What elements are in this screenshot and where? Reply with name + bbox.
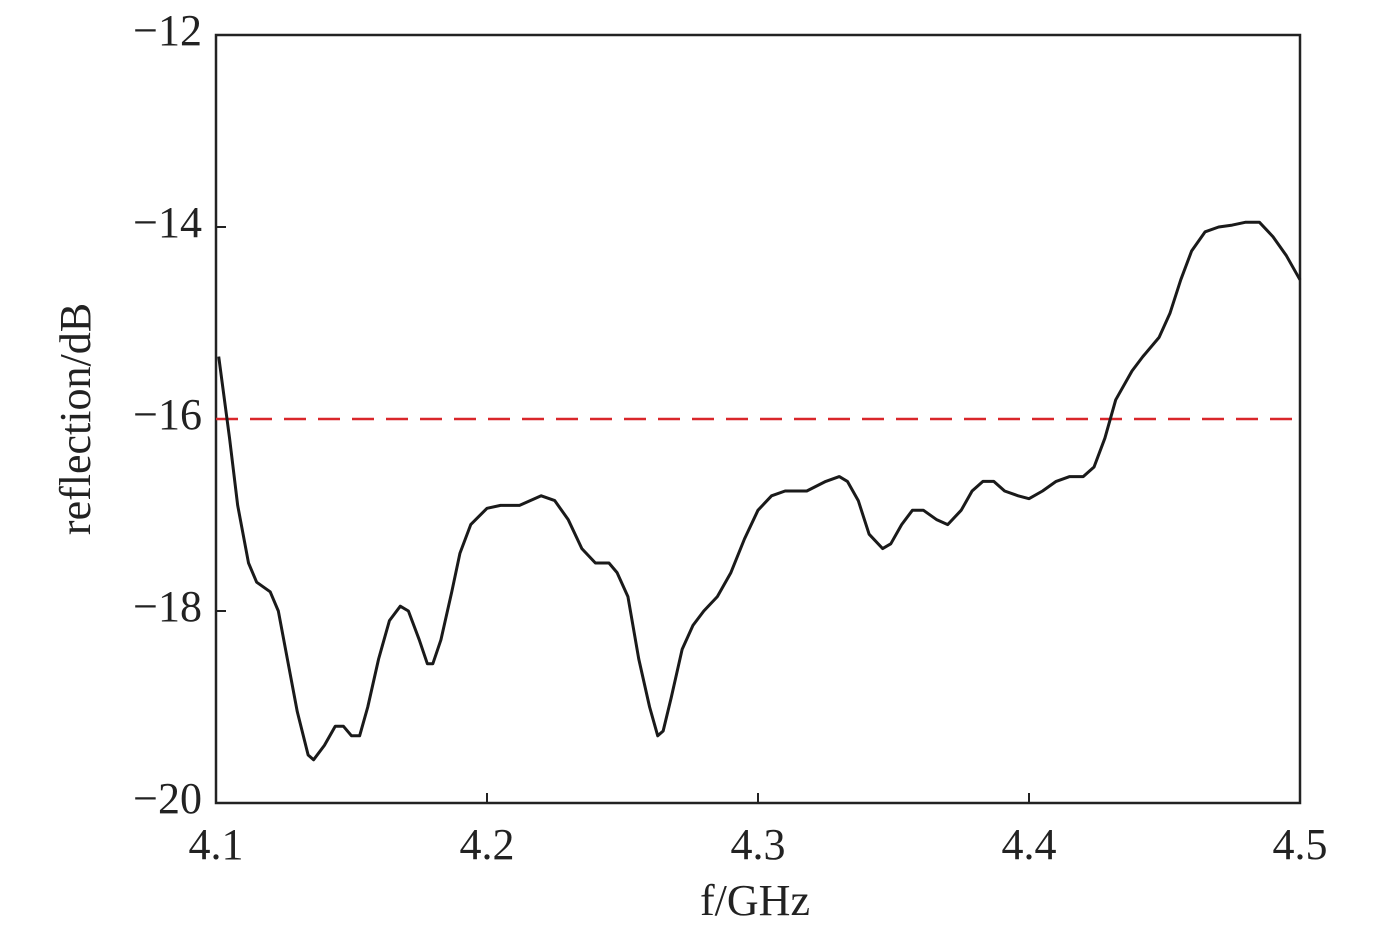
y-tick-label: −12 (133, 6, 202, 55)
y-tick-label: −18 (133, 582, 202, 631)
x-axis-label: f/GHz (700, 876, 810, 925)
y-axis-label: reflection/dB (51, 303, 100, 535)
x-tick-label: 4.3 (731, 820, 786, 869)
y-tick-label: −20 (133, 774, 202, 823)
y-tick-label: −16 (133, 390, 202, 439)
x-tick-label: 4.2 (460, 820, 515, 869)
x-tick-label: 4.5 (1273, 820, 1328, 869)
data-line (217, 220, 1302, 762)
x-tick-label: 4.1 (189, 820, 244, 869)
x-tick-label: 4.4 (1002, 820, 1057, 869)
y-tick-label: −14 (133, 198, 202, 247)
